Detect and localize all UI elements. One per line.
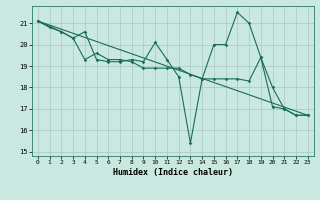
X-axis label: Humidex (Indice chaleur): Humidex (Indice chaleur) xyxy=(113,168,233,177)
